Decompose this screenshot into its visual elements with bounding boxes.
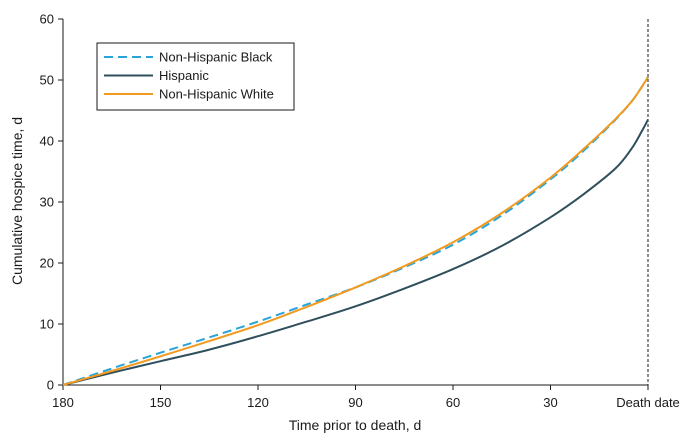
x-tick-label: Death date: [616, 395, 680, 410]
y-tick-label: 20: [40, 256, 54, 271]
y-tick-label: 50: [40, 73, 54, 88]
x-axis-title: Time prior to death, d: [289, 417, 422, 433]
series-line-non-hispanic-white: [62, 76, 649, 386]
series-line-hispanic: [62, 119, 649, 386]
x-tick-label: 30: [543, 395, 557, 410]
y-tick-label: 0: [47, 378, 54, 393]
y-tick-label: 10: [40, 317, 54, 332]
series-line-non-hispanic-black: [62, 76, 649, 386]
legend-label-non-hispanic-black: Non-Hispanic Black: [159, 50, 273, 65]
legend-label-non-hispanic-white: Non-Hispanic White: [159, 87, 274, 102]
x-tick-label: 60: [446, 395, 460, 410]
y-tick-label: 40: [40, 134, 54, 149]
y-tick-label: 60: [40, 12, 54, 27]
y-tick-label: 30: [40, 195, 54, 210]
x-tick-label: 150: [150, 395, 172, 410]
x-tick-label: 90: [348, 395, 362, 410]
x-tick-label: 120: [247, 395, 269, 410]
legend-label-hispanic: Hispanic: [159, 68, 209, 83]
x-tick-label: 180: [52, 395, 74, 410]
y-axis-title: Cumulative hospice time, d: [9, 117, 25, 285]
